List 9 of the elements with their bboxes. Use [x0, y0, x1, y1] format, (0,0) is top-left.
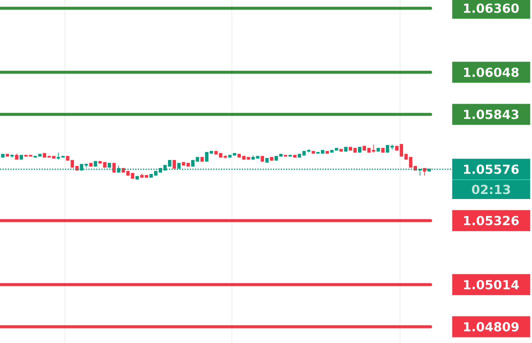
y-tick-label: 1.06048	[464, 68, 519, 77]
text: 02:13	[472, 184, 510, 194]
y-tick-label: 1.05576	[464, 164, 519, 174]
candlestick	[56, 152, 60, 160]
y-tick-label: 1.04809	[464, 322, 519, 332]
y-tick-label: 1.06360	[464, 3, 519, 13]
y-tick-label: 1.05014	[464, 280, 519, 290]
y-tick-label: 1.05843	[464, 110, 518, 120]
y-tick-label: 1.05326	[464, 216, 519, 226]
